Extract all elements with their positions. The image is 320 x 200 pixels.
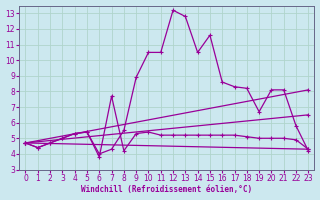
X-axis label: Windchill (Refroidissement éolien,°C): Windchill (Refroidissement éolien,°C) — [81, 185, 252, 194]
